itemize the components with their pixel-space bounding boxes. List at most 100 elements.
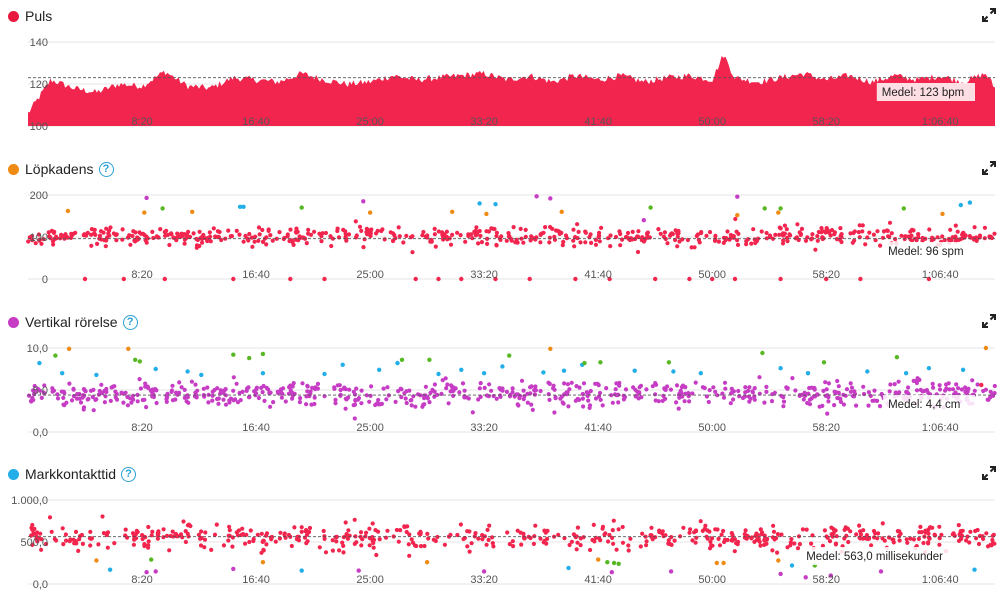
data-point <box>926 366 932 371</box>
help-icon[interactable]: ? <box>121 466 137 482</box>
data-point <box>88 543 93 548</box>
data-point <box>631 385 636 390</box>
help-icon[interactable]: ? <box>122 314 138 330</box>
expand-icon[interactable] <box>982 161 996 175</box>
data-point <box>315 381 321 386</box>
data-point <box>897 534 902 539</box>
data-point <box>233 397 238 402</box>
data-point <box>262 398 267 403</box>
puls-panel: Puls 140 120 100 8:20 16:40 25:00 33:20 41:40 50… <box>0 5 1006 133</box>
data-point <box>604 386 609 391</box>
data-point <box>598 360 603 365</box>
help-icon[interactable]: ? <box>98 161 114 177</box>
data-point <box>169 231 174 236</box>
data-point <box>642 238 647 243</box>
average-label-bg <box>883 242 975 260</box>
data-point <box>721 528 726 534</box>
data-point <box>244 388 249 393</box>
data-point <box>911 228 916 233</box>
data-point <box>694 233 699 239</box>
data-point <box>875 536 880 541</box>
data-point <box>740 395 746 401</box>
data-point <box>252 239 257 244</box>
data-point <box>69 398 75 403</box>
data-point <box>926 540 931 545</box>
data-point <box>626 548 631 553</box>
data-point <box>764 230 769 236</box>
data-point <box>474 233 479 238</box>
y-tick-label: 500,0 <box>20 537 48 549</box>
data-point <box>289 543 294 549</box>
data-point <box>553 396 558 401</box>
data-point <box>92 231 97 236</box>
data-point <box>246 385 251 390</box>
data-point <box>640 531 645 536</box>
expand-icon[interactable] <box>982 314 996 328</box>
data-point <box>730 533 735 538</box>
data-point <box>486 537 491 542</box>
data-point <box>681 525 686 530</box>
data-point <box>79 532 84 538</box>
data-point <box>33 389 38 394</box>
data-point <box>975 527 980 533</box>
data-point <box>461 536 466 542</box>
data-point <box>148 388 153 393</box>
data-point <box>427 357 432 362</box>
data-point <box>478 381 483 386</box>
data-point <box>528 391 533 396</box>
data-point <box>610 528 615 533</box>
data-point <box>121 276 127 282</box>
data-point <box>399 357 405 362</box>
data-point <box>616 527 621 532</box>
data-point <box>644 387 649 392</box>
data-point <box>383 535 389 540</box>
data-point <box>704 394 710 399</box>
data-point <box>410 250 415 255</box>
ground-contact-chart[interactable]: 1.000,0 500,0 0,0 8:20 16:40 25:00 33:20 41:40 5… <box>0 463 1006 591</box>
vertical-oscillation-chart[interactable]: 10,0 5,0 0,0 8:20 16:40 25:00 33:20 41:40 50:00 5… <box>0 311 1006 439</box>
data-point <box>609 570 614 575</box>
cadence-chart[interactable]: 200 100 0 8:20 16:40 25:00 33:20 41:40 50:00 58:2… <box>0 158 1006 286</box>
x-tick-label: 16:40 <box>242 269 270 281</box>
data-point <box>406 542 411 547</box>
data-point <box>128 242 133 247</box>
data-point <box>538 536 543 541</box>
data-point <box>578 536 583 541</box>
data-point <box>510 539 515 544</box>
y-tick-label: 10,0 <box>27 343 48 355</box>
x-tick-label: 25:00 <box>356 574 384 586</box>
data-point <box>440 230 445 235</box>
data-point <box>844 387 850 392</box>
data-point <box>722 537 728 542</box>
expand-icon[interactable] <box>982 466 996 480</box>
data-point <box>158 227 163 232</box>
data-point <box>885 228 890 233</box>
data-point <box>778 571 783 577</box>
data-point <box>102 400 107 405</box>
heart-rate-chart[interactable]: 140 120 100 8:20 16:40 25:00 33:20 41:40 50:00 58… <box>0 5 1006 133</box>
data-point <box>825 393 830 398</box>
data-point <box>144 570 149 575</box>
data-point <box>649 525 654 530</box>
data-point <box>256 395 261 401</box>
series-dot-icon <box>8 163 19 175</box>
data-point <box>799 226 805 231</box>
data-point <box>186 522 191 527</box>
data-point <box>528 238 533 243</box>
data-point <box>559 394 565 399</box>
data-point <box>404 529 409 535</box>
data-point <box>221 390 226 395</box>
data-point <box>356 396 361 401</box>
data-point <box>234 228 239 233</box>
data-point <box>256 238 261 243</box>
data-point <box>987 234 992 239</box>
data-point <box>614 381 619 386</box>
data-point <box>575 222 580 227</box>
x-tick-label: 16:40 <box>242 116 270 128</box>
data-point <box>735 539 741 544</box>
data-point <box>727 237 732 242</box>
data-point <box>618 231 623 237</box>
data-point <box>715 527 720 532</box>
data-point <box>759 229 764 234</box>
expand-icon[interactable] <box>982 8 996 22</box>
